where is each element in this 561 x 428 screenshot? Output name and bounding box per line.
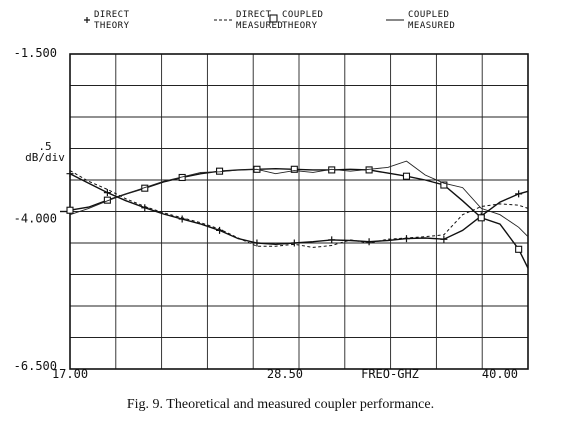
data-point-plus bbox=[66, 170, 74, 178]
data-point-plus bbox=[216, 226, 224, 234]
data-point-plus bbox=[365, 238, 373, 246]
series-layer bbox=[66, 160, 529, 269]
x-tick-label: 17.00 bbox=[52, 367, 88, 378]
data-point-plus bbox=[103, 189, 111, 197]
x-tick-label: 28.50 bbox=[267, 367, 303, 378]
legend-label: THEORY bbox=[94, 21, 130, 31]
data-point-plus bbox=[290, 239, 298, 247]
legend-label: MEASURED bbox=[408, 21, 455, 31]
grid bbox=[70, 54, 528, 369]
data-point-square bbox=[440, 181, 448, 189]
figure-caption: Fig. 9. Theoretical and measured coupler… bbox=[126, 397, 435, 412]
data-point-square bbox=[515, 245, 523, 253]
data-point-square bbox=[290, 165, 298, 173]
legend-plus-marker bbox=[84, 17, 90, 23]
y-tick-label: -6.500 bbox=[14, 359, 57, 373]
y-scale-label: .5 bbox=[38, 140, 51, 153]
x-tick-label: 40.00 bbox=[482, 367, 518, 378]
series-line bbox=[69, 170, 529, 248]
y-tick-label: -4.000 bbox=[14, 212, 57, 226]
data-point-plus bbox=[253, 239, 261, 247]
legend-label: COUPLED bbox=[408, 10, 449, 20]
legend-label: DIRECT bbox=[94, 10, 130, 20]
x-axis-label: FREQ-GHZ bbox=[361, 367, 419, 378]
data-point-plus bbox=[440, 235, 448, 243]
series-line bbox=[69, 160, 529, 238]
y-tick-label: -1.500 bbox=[14, 46, 57, 60]
legend-label: DIRECT bbox=[236, 10, 272, 20]
data-point-plus bbox=[141, 204, 149, 212]
series-line bbox=[69, 173, 529, 246]
x-axis-ticks: 17.00 28.50 40.00 bbox=[52, 367, 518, 378]
legend-label: COUPLED bbox=[282, 10, 323, 20]
y-axis-ticks: -1.500 -4.000 -6.500 bbox=[14, 46, 70, 373]
data-point-square bbox=[66, 206, 74, 214]
data-point-plus bbox=[328, 236, 336, 244]
data-point-square bbox=[477, 214, 485, 222]
y-scale-unit: dB/div bbox=[25, 151, 65, 164]
legend-label: THEORY bbox=[282, 21, 318, 31]
chart: DIRECTTHEORYDIRECTMEASUREDCOUPLEDTHEORYC… bbox=[14, 10, 529, 378]
data-point-plus bbox=[402, 235, 410, 243]
legend: DIRECTTHEORYDIRECTMEASUREDCOUPLEDTHEORYC… bbox=[84, 10, 455, 31]
data-point-plus bbox=[515, 190, 523, 198]
data-point-square bbox=[402, 172, 411, 180]
data-point-plus bbox=[178, 215, 186, 223]
legend-square-marker bbox=[269, 14, 278, 23]
legend-label: MEASURED bbox=[236, 21, 283, 31]
